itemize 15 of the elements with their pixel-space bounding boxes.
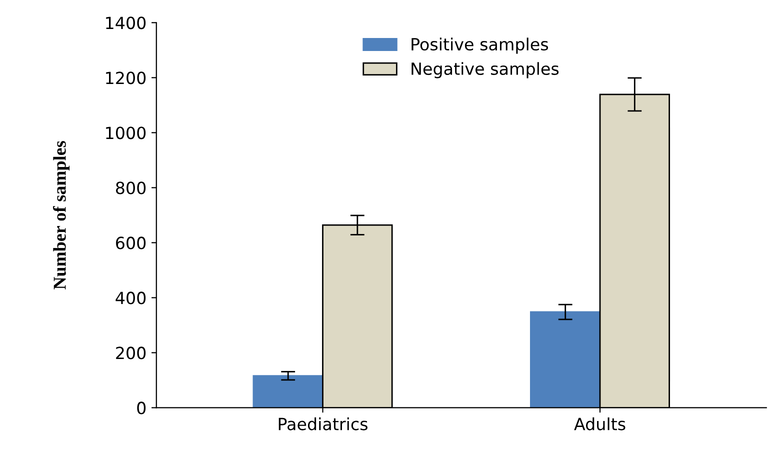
legend-label: Positive samples bbox=[412, 38, 548, 54]
y-tick-label: 0 bbox=[137, 402, 146, 414]
bar bbox=[530, 311, 601, 408]
x-tick-label: Paediatrics bbox=[278, 417, 368, 430]
y-axis-title: Number of samples bbox=[52, 141, 70, 290]
legend-label: Negative samples bbox=[412, 62, 559, 78]
y-tick-label: 800 bbox=[116, 182, 146, 194]
x-tick-label: Adults bbox=[574, 417, 626, 430]
y-tick-label: 400 bbox=[116, 292, 146, 304]
y-tick-label: 200 bbox=[116, 346, 146, 360]
y-tick-label: 1000 bbox=[106, 126, 146, 140]
y-tick-label: 1200 bbox=[106, 72, 146, 84]
y-tick-label: 600 bbox=[116, 236, 146, 250]
bar bbox=[252, 375, 324, 408]
y-tick-label: 1400 bbox=[106, 16, 146, 30]
